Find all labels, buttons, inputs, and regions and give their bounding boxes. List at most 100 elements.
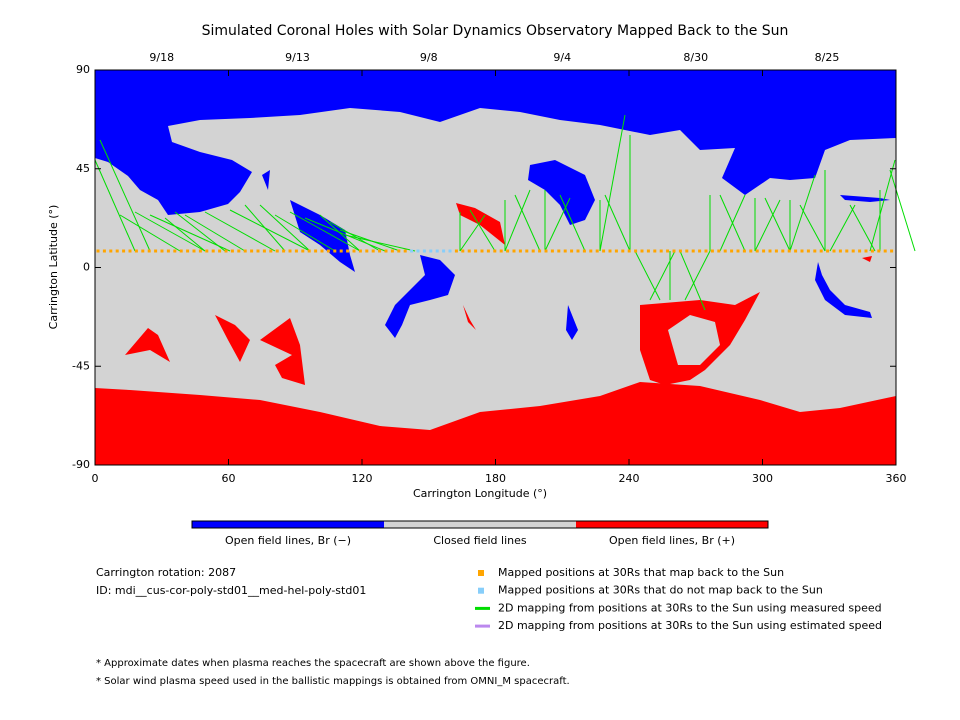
mapped-position: [429, 249, 433, 253]
legend-text: 2D mapping from positions at 30Rs to the…: [498, 619, 882, 632]
field-line: [889, 169, 916, 252]
mapped-position: [365, 249, 369, 253]
mapped-position: [589, 249, 593, 253]
mapped-position: [851, 249, 855, 253]
legend-text: Mapped positions at 30Rs that map back t…: [498, 566, 784, 579]
mapped-position: [768, 249, 772, 253]
date-label: 9/13: [285, 51, 310, 64]
mapped-position: [173, 249, 177, 253]
mapped-position: [845, 249, 849, 253]
mapped-position: [704, 249, 708, 253]
mapped-position: [646, 249, 650, 253]
mapped-position: [621, 249, 625, 253]
mapped-position: [122, 249, 126, 253]
field-line: [184, 214, 246, 252]
mapped-position: [858, 249, 862, 253]
legend-text: Mapped positions at 30Rs that do not map…: [498, 584, 823, 597]
mapped-position: [486, 249, 490, 253]
field-line: [119, 214, 181, 252]
mapped-position: [154, 249, 158, 253]
mapped-position: [237, 249, 241, 253]
mapped-position: [698, 249, 702, 253]
field-line: [514, 194, 541, 252]
mapped-position: [544, 249, 548, 253]
x-tick-label: 120: [352, 472, 373, 485]
date-label: 9/18: [149, 51, 174, 64]
mapped-position: [352, 249, 356, 253]
x-tick-label: 60: [222, 472, 236, 485]
mapped-position: [640, 249, 644, 253]
mapped-position: [666, 249, 670, 253]
open-negative-region: [262, 170, 355, 272]
mapped-position: [205, 249, 209, 253]
y-tick-label: -45: [72, 359, 90, 372]
mapped-position: [422, 249, 426, 253]
field-line: [229, 209, 311, 252]
mapped-position: [870, 249, 874, 253]
mapped-position: [672, 249, 676, 253]
legend-text: 2D mapping from positions at 30Rs to the…: [498, 601, 882, 614]
mapped-position: [710, 249, 714, 253]
mapped-position: [294, 249, 298, 253]
mapped-position: [198, 249, 202, 253]
mapped-position: [576, 249, 580, 253]
field-line: [274, 214, 336, 252]
mapped-position: [499, 249, 503, 253]
mapped-position: [96, 249, 100, 253]
mapped-position: [659, 249, 663, 253]
field-line: [204, 211, 276, 252]
mapped-position: [288, 249, 292, 253]
mapped-position: [448, 249, 452, 253]
mapped-position: [614, 249, 618, 253]
mapped-position: [838, 249, 842, 253]
mapped-position: [442, 249, 446, 253]
date-label: 8/25: [815, 51, 840, 64]
x-tick-label: 0: [92, 472, 99, 485]
mapped-position: [730, 249, 734, 253]
mapped-position: [525, 249, 529, 253]
mapped-position: [390, 249, 394, 253]
mapped-position: [538, 249, 542, 253]
mapped-position: [550, 249, 554, 253]
mapped-position: [800, 249, 804, 253]
field-line: [679, 250, 706, 311]
field-line: [684, 250, 711, 301]
mapped-position: [762, 249, 766, 253]
field-line: [634, 250, 661, 301]
mapped-position: [250, 249, 254, 253]
mapped-position: [275, 249, 279, 253]
y-tick-label: 45: [76, 162, 90, 175]
mapped-position: [454, 249, 458, 253]
open-positive-region: [95, 382, 896, 465]
mapped-position: [416, 249, 420, 253]
mapped-position: [864, 249, 868, 253]
field-line: [604, 194, 631, 252]
field-line: [134, 211, 206, 252]
mapped-position: [736, 249, 740, 253]
mapped-position: [147, 249, 151, 253]
map-area: [94, 69, 916, 466]
field-line: [649, 250, 676, 301]
field-line: [99, 139, 151, 252]
mapped-position: [346, 249, 350, 253]
field-line: [869, 159, 896, 252]
y-axis-label: Carrington Latitude (°): [47, 205, 60, 330]
date-label: 9/8: [420, 51, 438, 64]
field-line: [319, 214, 361, 252]
mapped-position: [582, 249, 586, 253]
mapped-position: [653, 249, 657, 253]
info-text: Carrington rotation: 2087: [96, 566, 236, 579]
mapped-position: [218, 249, 222, 253]
open-negative-region: [528, 160, 595, 225]
y-tick-label: -90: [72, 458, 90, 471]
date-label: 9/4: [553, 51, 571, 64]
mapped-position: [749, 249, 753, 253]
mapped-position: [378, 249, 382, 253]
field-line: [469, 209, 496, 252]
mapped-position: [480, 249, 484, 253]
mapped-position: [467, 249, 471, 253]
mapped-position: [806, 249, 810, 253]
mapped-position: [243, 249, 247, 253]
mapped-position: [627, 249, 631, 253]
mapped-position: [717, 249, 721, 253]
